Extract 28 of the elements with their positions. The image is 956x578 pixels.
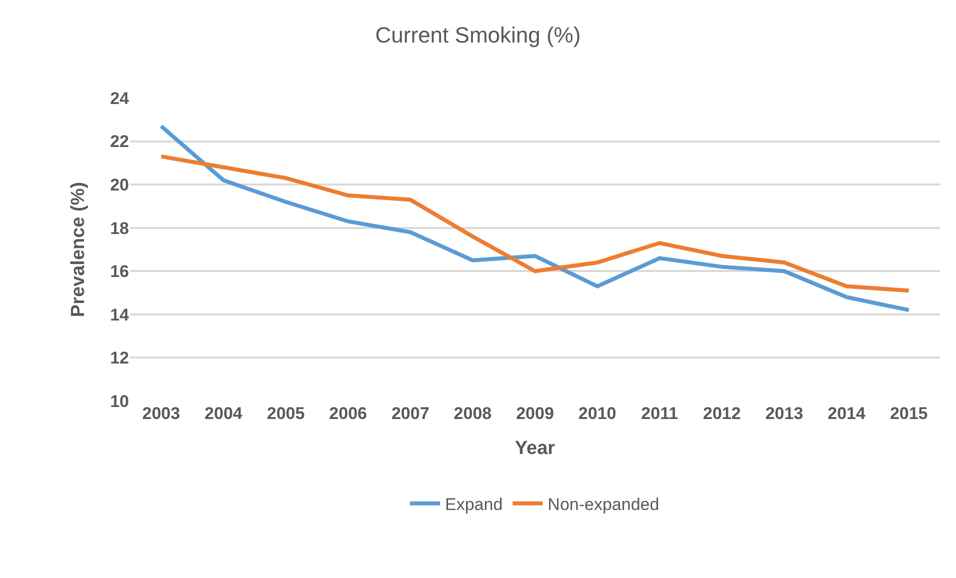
y-tick-label: 22 bbox=[110, 132, 129, 152]
x-tick-label: 2010 bbox=[578, 404, 616, 423]
x-tick-label: 2011 bbox=[641, 404, 678, 423]
y-tick-label: 16 bbox=[110, 262, 129, 282]
x-tick-label: 2006 bbox=[329, 404, 367, 423]
y-tick-label: 10 bbox=[110, 392, 129, 411]
x-axis-title: Year bbox=[514, 438, 556, 459]
legend-label: Expand bbox=[445, 495, 503, 514]
y-tick-label: 18 bbox=[110, 218, 129, 238]
legend-label: Non-expanded bbox=[548, 495, 660, 514]
y-tick-label: 20 bbox=[110, 176, 129, 195]
x-tick-label: 2008 bbox=[454, 404, 492, 423]
chart-title: Current Smoking (%) bbox=[375, 22, 581, 48]
y-tick-label: 24 bbox=[110, 88, 130, 108]
x-tick-label: 2012 bbox=[703, 404, 741, 423]
x-tick-label: 2015 bbox=[890, 404, 928, 423]
x-tick-label: 2004 bbox=[204, 404, 243, 423]
x-tick-label: 2009 bbox=[516, 404, 554, 423]
x-tick-label: 2014 bbox=[828, 404, 866, 423]
x-tick-label: 2005 bbox=[266, 404, 305, 423]
line-series bbox=[159, 154, 911, 293]
y-tick-label: 14 bbox=[110, 305, 130, 324]
y-tick-label: 12 bbox=[110, 348, 129, 368]
x-tick-label: 2007 bbox=[391, 404, 430, 423]
line-series bbox=[159, 124, 911, 312]
x-tick-label: 2003 bbox=[142, 404, 180, 423]
y-axis-title: Prevalence (%) bbox=[68, 182, 89, 318]
x-tick-label: 2013 bbox=[765, 404, 804, 423]
